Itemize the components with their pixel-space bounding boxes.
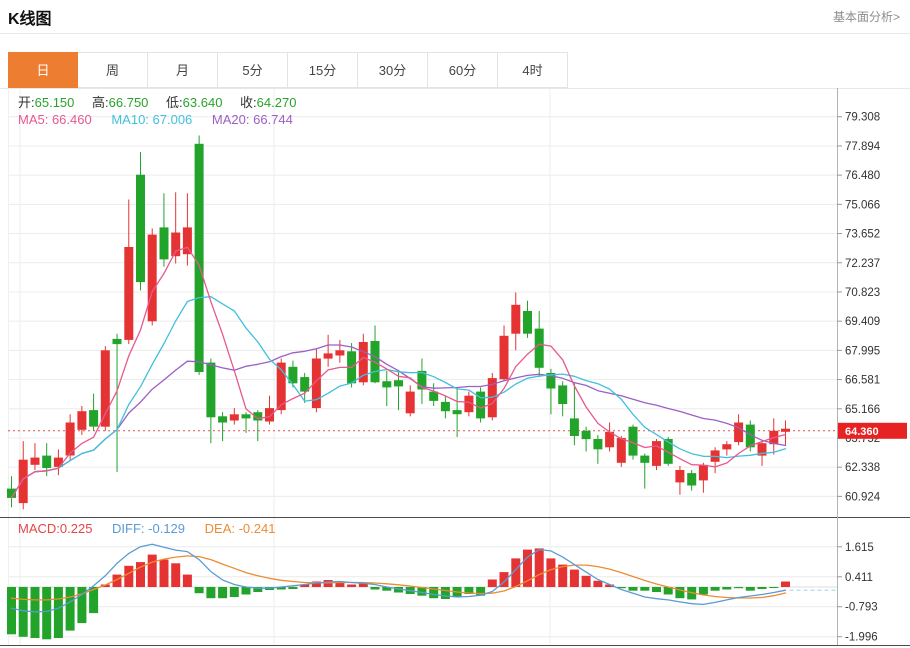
svg-text:67.995: 67.995: [845, 345, 880, 357]
svg-text:60.924: 60.924: [845, 491, 881, 503]
open-value: 65.150: [34, 95, 75, 110]
svg-text:75.066: 75.066: [845, 199, 880, 211]
diff-value: DIFF: -0.129: [112, 521, 186, 536]
tab-4hour[interactable]: 4时: [498, 52, 568, 88]
high-value: 66.750: [108, 95, 149, 110]
tab-30min[interactable]: 30分: [358, 52, 428, 88]
ma20-value: MA20: 66.744: [211, 112, 293, 127]
main-pane-candles: [7, 135, 790, 510]
svg-text:66.581: 66.581: [845, 375, 880, 387]
svg-text:0.411: 0.411: [845, 572, 873, 584]
tab-week[interactable]: 周: [78, 52, 148, 88]
high-label: 高:: [92, 95, 109, 110]
page-title: K线图: [8, 10, 52, 28]
grid: [0, 88, 910, 645]
svg-text:73.652: 73.652: [845, 229, 880, 241]
price-axis: 79.308 77.894 76.480 75.066 73.652 72.237 70.8…: [837, 88, 881, 645]
svg-text:64.360: 64.360: [845, 426, 879, 438]
dea-value: DEA: -0.241: [204, 521, 276, 536]
svg-text:-1.996: -1.996: [845, 632, 878, 644]
open-label: 开:: [18, 95, 35, 110]
page-header: K线图 基本面分析>: [0, 0, 910, 34]
svg-text:76.480: 76.480: [845, 170, 880, 182]
svg-text:62.338: 62.338: [845, 462, 880, 474]
ma-lines: [10, 246, 787, 499]
low-value: 63.640: [182, 95, 223, 110]
svg-text:79.308: 79.308: [845, 112, 880, 124]
ohlc-readout: 开:65.150 高:66.750 低:63.640 收:64.270: [18, 92, 310, 111]
close-value: 64.270: [256, 95, 297, 110]
svg-text:77.894: 77.894: [845, 141, 881, 153]
timeframe-tabs: 日 周 月 5分 15分 30分 60分 4时: [8, 52, 568, 88]
macd-pane: [7, 543, 837, 640]
svg-text:72.237: 72.237: [845, 258, 880, 270]
tab-15min[interactable]: 15分: [288, 52, 358, 88]
svg-text:65.166: 65.166: [845, 404, 880, 416]
tab-month[interactable]: 月: [148, 52, 218, 88]
tab-5min[interactable]: 5分: [218, 52, 288, 88]
macd-readout: MACD:0.225 DIFF: -0.129 DEA: -0.241: [18, 521, 291, 536]
low-label: 低:: [166, 95, 183, 110]
ma5-value: MA5: 66.460: [18, 112, 92, 127]
kline-chart-canvas: 79.308 77.894 76.480 75.066 73.652 72.237 70.8…: [0, 88, 910, 646]
pane-dividers: [0, 517, 910, 646]
svg-text:69.409: 69.409: [845, 316, 880, 328]
kline-chart[interactable]: 79.308 77.894 76.480 75.066 73.652 72.237 70.8…: [0, 88, 910, 648]
close-label: 收:: [240, 95, 257, 110]
svg-text:1.615: 1.615: [845, 542, 874, 554]
ma-readout: MA5: 66.460 MA10: 67.006 MA20: 66.744: [18, 112, 309, 127]
svg-text:-0.793: -0.793: [845, 602, 878, 614]
svg-text:70.823: 70.823: [845, 287, 880, 299]
macd-value: MACD:0.225: [18, 521, 93, 536]
tab-60min[interactable]: 60分: [428, 52, 498, 88]
last-price-badge: 64.360: [838, 422, 907, 439]
tab-day[interactable]: 日: [8, 52, 78, 88]
fundamental-analysis-link[interactable]: 基本面分析>: [832, 10, 900, 24]
ma10-value: MA10: 67.006: [111, 112, 193, 127]
